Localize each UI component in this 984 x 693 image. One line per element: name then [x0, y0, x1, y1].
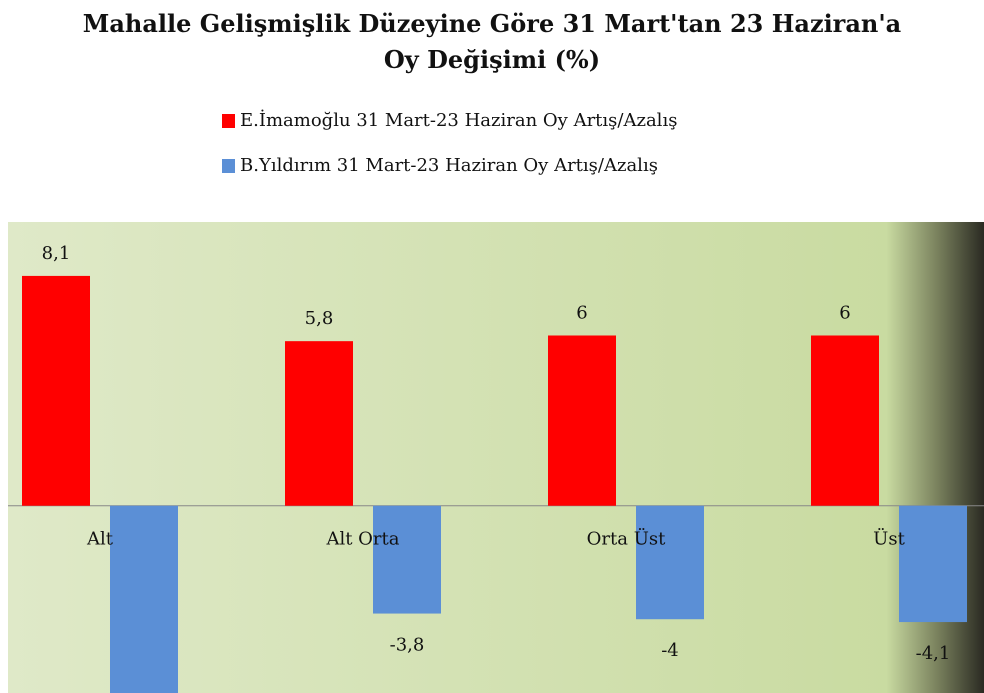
- bar: [22, 275, 90, 506]
- bar: [811, 335, 879, 506]
- bar: [110, 505, 178, 693]
- value-label: 6: [576, 302, 587, 323]
- chart-title: Mahalle Gelişmişlik Düzeyine Göre 31 Mar…: [82, 9, 902, 74]
- legend-label: E.İmamoğlu 31 Mart-23 Haziran Oy Artış/A…: [240, 108, 677, 131]
- value-label: -4: [661, 640, 679, 661]
- legend-swatch: [222, 114, 235, 128]
- value-label: 5,8: [305, 308, 334, 329]
- x-tick-label: Alt Orta: [325, 529, 399, 550]
- value-label: 6: [839, 302, 850, 323]
- bar: [285, 341, 353, 506]
- value-label: -3,8: [390, 635, 425, 656]
- bar: [548, 335, 616, 506]
- x-tick-label: Üst: [873, 527, 905, 550]
- value-label: 8,1: [42, 243, 71, 264]
- bar: [899, 505, 967, 623]
- bar: [636, 505, 704, 620]
- bar: [373, 505, 441, 614]
- legend-swatch: [222, 159, 235, 173]
- x-tick-label: Orta Üst: [587, 527, 666, 550]
- value-label: -4,1: [916, 643, 951, 664]
- legend-label: B.Yıldırım 31 Mart-23 Haziran Oy Artış/A…: [240, 155, 658, 176]
- x-tick-label: Alt: [86, 529, 114, 550]
